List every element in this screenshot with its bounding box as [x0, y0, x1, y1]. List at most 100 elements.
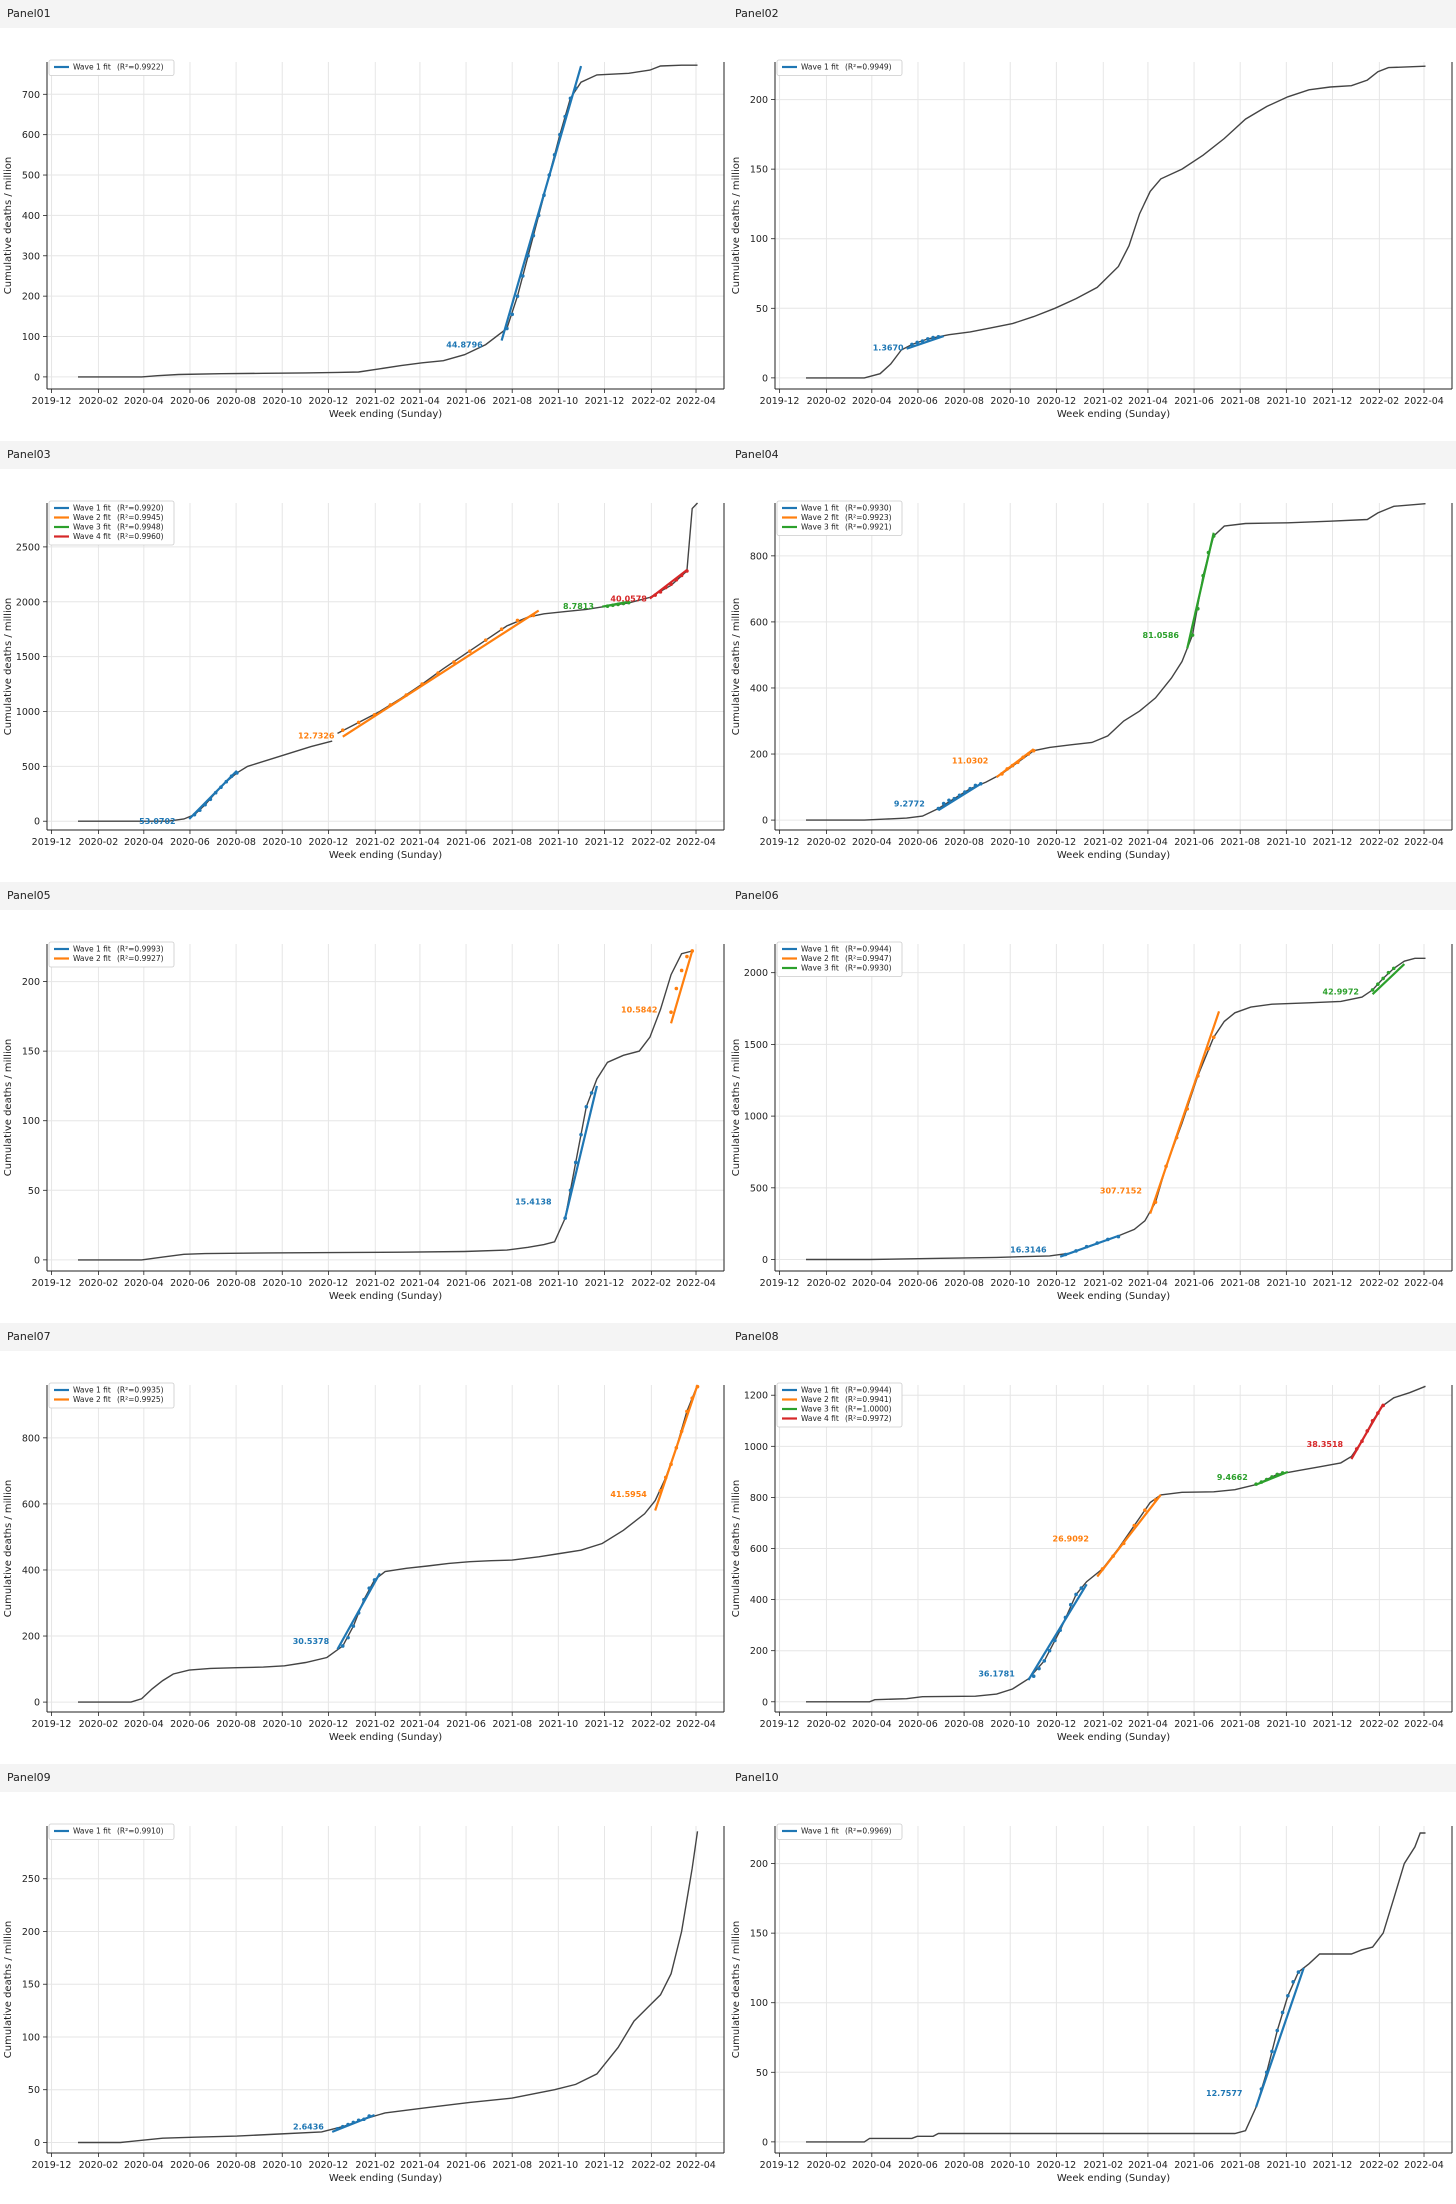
- wave-data-point: [1068, 1602, 1073, 1607]
- wave-data-point: [483, 638, 488, 642]
- x-tick-label: 2021-08: [1220, 1278, 1260, 1289]
- legend-label: Wave 1 fit: [801, 945, 839, 954]
- chart-panel: Panel10 2019-12 2020-02 2020-04 2020-06 2020-…: [728, 1764, 1456, 2204]
- x-tick-label: 2021-08: [1220, 2160, 1260, 2171]
- legend-r2: (R²=0.9948): [117, 523, 164, 532]
- x-tick-label: 2021-06: [1174, 1278, 1214, 1289]
- x-tick-label: 2021-12: [585, 396, 625, 407]
- wave-data-point: [404, 693, 409, 697]
- wave-data-point: [1132, 1523, 1137, 1528]
- wave-slope-annotation: 8.7813: [563, 602, 594, 611]
- y-tick-label: 200: [750, 1859, 768, 1870]
- x-tick-label: 2020-04: [124, 396, 164, 407]
- x-tick-label: 2021-08: [492, 1719, 532, 1730]
- x-tick-label: 2021-02: [355, 396, 395, 407]
- wave-data-point: [669, 582, 673, 587]
- wave-slope-annotation: 11.0302: [952, 757, 988, 766]
- y-tick-label: 2000: [16, 597, 40, 608]
- x-tick-label: 2021-06: [446, 396, 486, 407]
- y-tick-label: 0: [34, 372, 40, 383]
- wave-data-point: [1264, 1477, 1269, 1482]
- legend-label: Wave 3 fit: [801, 964, 839, 973]
- x-axis-label: Week ending (Sunday): [329, 1732, 442, 1743]
- wave-data-point: [674, 1445, 679, 1450]
- wave-data-point: [515, 294, 520, 298]
- wave-data-point: [568, 96, 573, 101]
- x-tick-label: 2020-06: [898, 396, 938, 407]
- wave-fit-line: [342, 609, 540, 738]
- x-tick-label: 2021-02: [355, 2160, 395, 2171]
- x-tick-label: 2021-08: [1220, 1719, 1260, 1730]
- legend-label: Wave 1 fit: [801, 1386, 839, 1395]
- legend-r2: (R²=0.9945): [117, 513, 164, 522]
- y-axis-label: Cumulative deaths / million: [731, 1480, 742, 1617]
- wave-data-point: [1174, 1135, 1179, 1140]
- y-tick-label: 400: [750, 683, 768, 694]
- wave-data-point: [515, 618, 520, 623]
- legend-label: Wave 2 fit: [801, 1395, 839, 1404]
- panel-header: Panel02: [728, 0, 1456, 28]
- wave-data-point: [679, 573, 684, 578]
- cumulative-deaths-line: [78, 1384, 699, 1703]
- wave-data-point: [568, 1188, 573, 1193]
- wave-fit-line: [1027, 1583, 1088, 1681]
- wave-data-point: [1121, 1541, 1126, 1546]
- wave-data-point: [973, 783, 978, 788]
- x-tick-label: 2021-12: [585, 1719, 625, 1730]
- wave-data-point: [1275, 2028, 1280, 2033]
- x-tick-label: 2021-08: [492, 1278, 532, 1289]
- legend-r2: (R²=0.9935): [117, 1386, 164, 1395]
- legend-label: Wave 2 fit: [73, 954, 111, 963]
- legend-r2: (R²=0.9922): [117, 63, 164, 72]
- wave-data-point: [468, 649, 472, 653]
- y-tick-label: 0: [762, 1255, 768, 1266]
- x-tick-label: 2020-02: [807, 2160, 847, 2171]
- x-tick-label: 2020-02: [79, 1719, 119, 1730]
- x-tick-label: 2022-02: [1360, 837, 1400, 848]
- wave-data-point: [1111, 1554, 1115, 1558]
- x-tick-label: 2020-06: [170, 1719, 210, 1730]
- wave-data-point: [1196, 606, 1200, 611]
- wave-data-point: [1100, 1567, 1105, 1571]
- y-tick-label: 400: [22, 211, 40, 222]
- wave-data-point: [340, 728, 345, 732]
- wave-data-point: [563, 1216, 567, 1220]
- wave-data-point: [229, 774, 234, 779]
- wave-data-point: [626, 600, 631, 605]
- y-axis-label: Cumulative deaths / million: [3, 157, 14, 294]
- wave-data-point: [526, 253, 530, 258]
- wave-fit-line: [1255, 1967, 1305, 2108]
- y-tick-label: 2000: [744, 968, 768, 979]
- cumulative-deaths-line: [337, 502, 699, 735]
- x-tick-label: 2020-04: [852, 2160, 892, 2171]
- x-tick-label: 2022-02: [1360, 1719, 1400, 1730]
- wave-data-point: [1280, 1471, 1285, 1475]
- legend-r2: (R²=0.9930): [845, 964, 892, 973]
- legend-r2: (R²=0.9947): [845, 954, 892, 963]
- x-tick-label: 2020-08: [944, 1278, 984, 1289]
- legend-r2: (R²=0.9969): [845, 1827, 892, 1836]
- x-tick-label: 2022-04: [676, 396, 716, 407]
- legend-r2: (R²=0.9972): [845, 1414, 892, 1423]
- wave-data-point: [695, 1384, 700, 1389]
- wave-data-point: [388, 703, 393, 707]
- wave-data-point: [1037, 1666, 1041, 1671]
- y-axis-label: Cumulative deaths / million: [731, 157, 742, 294]
- x-axis-label: Week ending (Sunday): [1057, 1732, 1170, 1743]
- y-tick-label: 200: [750, 95, 768, 106]
- x-tick-label: 2019-12: [760, 1278, 800, 1289]
- x-tick-label: 2021-02: [355, 1719, 395, 1730]
- x-tick-label: 2021-06: [1174, 837, 1214, 848]
- legend-label: Wave 1 fit: [73, 1827, 111, 1836]
- x-tick-label: 2021-04: [400, 1719, 440, 1730]
- wave-slope-annotation: 40.0578: [610, 594, 647, 603]
- x-tick-label: 2020-10: [262, 2160, 302, 2171]
- wave-slope-annotation: 44.8796: [446, 341, 483, 350]
- wave-data-point: [1000, 772, 1004, 776]
- x-tick-label: 2021-10: [538, 1278, 578, 1289]
- legend-label: Wave 2 fit: [73, 513, 111, 522]
- wave-fit-line: [500, 65, 583, 341]
- wave-data-point: [915, 340, 920, 345]
- chart-panel: Panel03 2019-12 2020-02 2020-04 2020-06 2020-…: [0, 441, 728, 881]
- wave-data-point: [957, 793, 962, 798]
